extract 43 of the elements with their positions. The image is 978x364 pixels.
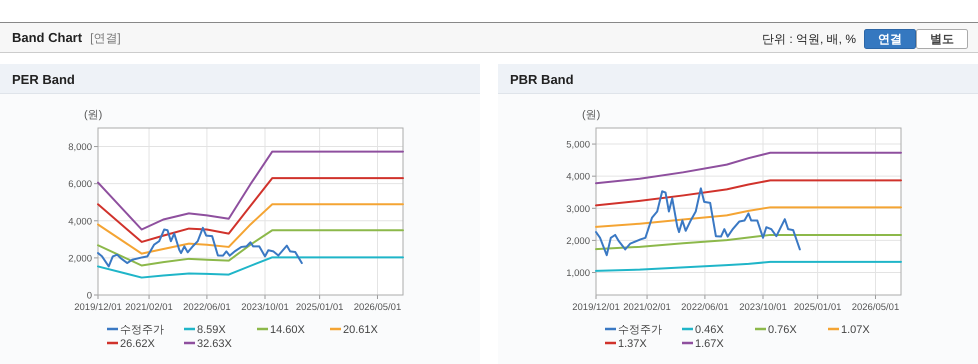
text: 연결 bbox=[878, 32, 902, 46]
y-axis-title: (원) bbox=[84, 109, 102, 121]
y-tick-label: 2,000 bbox=[566, 236, 590, 247]
x-tick-label: 2022/06/01 bbox=[183, 302, 231, 313]
text: 단위 : 억원, 배, % bbox=[762, 32, 856, 46]
y-tick-label: 5,000 bbox=[566, 140, 590, 151]
legend-label: 1.67X bbox=[695, 338, 724, 350]
legend-label: 0.76X bbox=[768, 324, 798, 336]
chart-title: PER Band bbox=[12, 72, 75, 87]
legend-label: 32.63X bbox=[197, 338, 233, 350]
legend-label: 수정주가 bbox=[618, 324, 662, 336]
x-tick-label: 2021/02/01 bbox=[125, 302, 173, 313]
legend-label: 20.61X bbox=[343, 324, 379, 336]
y-tick-label: 0 bbox=[86, 290, 92, 302]
y-tick-label: 8,000 bbox=[68, 142, 92, 154]
legend-label: 0.46X bbox=[695, 324, 724, 336]
x-tick-label: 2019/12/01 bbox=[74, 302, 122, 313]
legend-label: 수정주가 bbox=[120, 324, 164, 336]
y-tick-label: 1,000 bbox=[566, 268, 590, 280]
chart-title: PBR Band bbox=[510, 72, 574, 87]
x-tick-label: 2021/02/01 bbox=[623, 302, 671, 313]
legend-label: 1.37X bbox=[618, 338, 648, 350]
y-tick-label: 4,000 bbox=[68, 216, 92, 228]
x-tick-label: 2023/10/01 bbox=[739, 302, 787, 313]
x-tick-label: 2026/05/01 bbox=[852, 302, 900, 313]
x-tick-label: 2026/05/01 bbox=[354, 302, 402, 313]
y-tick-label: 2,000 bbox=[68, 253, 92, 264]
text: 별도 bbox=[930, 32, 954, 46]
legend-label: 26.62X bbox=[120, 338, 156, 350]
y-tick-label: 3,000 bbox=[566, 204, 590, 215]
x-tick-label: 2019/12/01 bbox=[572, 302, 620, 313]
y-axis-title: (원) bbox=[582, 109, 600, 121]
x-tick-label: 2023/10/01 bbox=[241, 302, 289, 313]
text: Band Chart bbox=[12, 30, 83, 45]
y-tick-label: 6,000 bbox=[68, 179, 92, 190]
legend-label: 1.07X bbox=[841, 324, 870, 336]
x-tick-label: 2022/06/01 bbox=[681, 302, 729, 313]
x-tick-label: 2025/01/01 bbox=[296, 302, 344, 313]
text: [연결] bbox=[90, 31, 121, 45]
x-tick-label: 2025/01/01 bbox=[794, 302, 842, 313]
y-tick-label: 4,000 bbox=[566, 172, 590, 183]
legend-label: 8.59X bbox=[197, 324, 226, 336]
legend-label: 14.60X bbox=[270, 324, 306, 336]
